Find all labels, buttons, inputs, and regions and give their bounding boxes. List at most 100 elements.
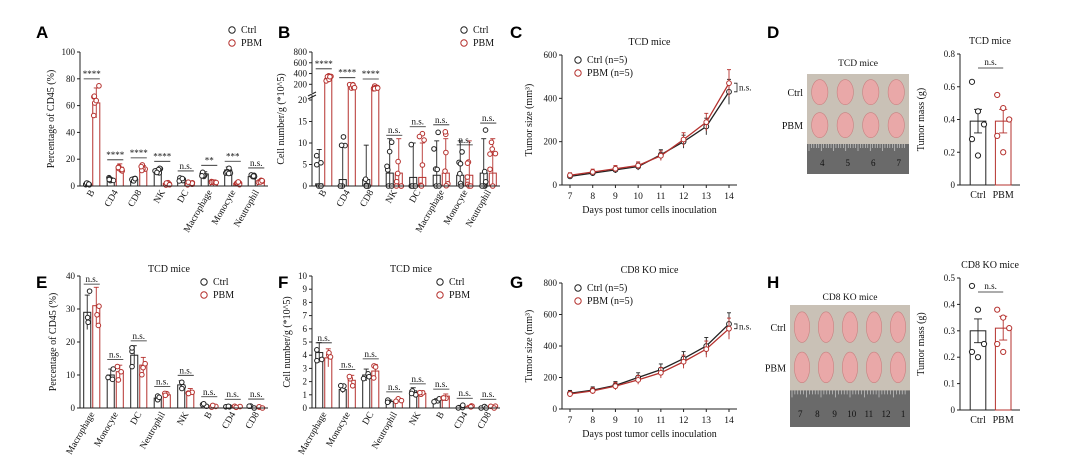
data-point	[974, 152, 982, 159]
significance-label: n.s.	[156, 376, 169, 386]
legend-marker	[574, 297, 582, 305]
chart-title: TCD mice	[148, 264, 190, 275]
chart-title: CD8 KO mice	[961, 260, 1019, 271]
data-point	[443, 149, 449, 156]
tumor-sample	[836, 112, 854, 138]
y-tick-label: 60	[66, 101, 76, 111]
data-point	[589, 169, 596, 175]
y-axis-label: Tumor mass (g)	[916, 312, 927, 376]
data-point	[139, 371, 145, 378]
data-point	[114, 363, 121, 370]
x-tick-label: CD8	[476, 410, 494, 431]
y-tick-label: 40	[66, 271, 76, 281]
y-axis-label: Percentage of CD45 (%)	[48, 293, 59, 392]
data-point	[106, 176, 113, 183]
x-tick-label: 11	[656, 192, 665, 202]
data-point	[974, 306, 982, 313]
x-tick-label: 10	[633, 192, 643, 202]
x-tick-label: DC	[129, 411, 144, 427]
significance-label: ***	[226, 151, 240, 161]
data-point	[1000, 149, 1007, 156]
significance-label: n.s.	[482, 389, 495, 399]
data-point	[138, 163, 144, 170]
y-axis-label: Percentage of CD45 (%)	[46, 70, 57, 169]
data-point	[464, 174, 471, 180]
tumor-sample	[811, 79, 829, 105]
y-tick-label: 400	[544, 93, 558, 103]
panel-label-f: F	[278, 273, 288, 292]
panel-label-d: D	[767, 23, 779, 42]
data-point	[115, 164, 122, 171]
x-axis-label: Days post tumor cells inoculation	[582, 429, 716, 440]
significance-label: n.s.	[388, 382, 401, 392]
y-tick-label: 0	[951, 405, 956, 415]
data-point	[1006, 116, 1013, 123]
y-tick-label: 600	[294, 58, 308, 68]
x-tick-label: DC	[361, 411, 376, 427]
y-tick-label: 200	[544, 137, 558, 147]
x-tick-label: PBM	[993, 415, 1014, 426]
y-tick-label: 8	[303, 297, 308, 307]
data-point	[179, 385, 185, 392]
data-point	[250, 173, 257, 179]
axis-break	[307, 91, 317, 100]
chart-title: TCD mice	[390, 264, 432, 275]
data-point	[994, 91, 1001, 99]
significance-label: n.s.	[984, 57, 997, 67]
x-tick-label: 13	[702, 192, 712, 202]
ruler-number: 6	[871, 158, 876, 168]
data-point	[384, 163, 390, 170]
data-point	[417, 389, 423, 396]
data-point	[657, 369, 664, 376]
x-tick-label: NK	[408, 410, 424, 427]
data-point	[481, 168, 488, 175]
y-tick-label: 80	[66, 74, 76, 84]
y-axis-label: Tumor mass (g)	[916, 88, 927, 152]
ruler-number: 4	[820, 158, 825, 168]
data-point	[567, 391, 573, 397]
significance-label: n.s.	[250, 158, 263, 168]
data-point	[213, 179, 220, 186]
y-tick-label: 800	[544, 278, 558, 288]
ruler-number: 10	[847, 409, 857, 419]
data-point	[567, 172, 573, 179]
y-tick-label: 0.1	[944, 379, 955, 389]
y-tick-label: 0.4	[944, 299, 956, 309]
x-tick-label: 14	[724, 416, 734, 426]
tumor-sample	[862, 112, 880, 138]
x-tick-label: 9	[613, 192, 618, 202]
significance-bracket	[734, 323, 738, 330]
x-tick-label: NK	[176, 410, 192, 427]
y-tick-label: 400	[294, 69, 308, 79]
data-point	[225, 170, 232, 177]
data-point	[179, 175, 186, 182]
y-tick-label: 800	[294, 47, 308, 57]
data-point	[434, 166, 441, 173]
data-point	[225, 403, 232, 410]
data-point	[398, 397, 405, 404]
x-tick-label: 12	[679, 416, 689, 426]
x-tick-label: CD8	[359, 188, 377, 209]
data-point	[93, 97, 100, 104]
legend-marker	[228, 39, 236, 47]
x-tick-label: 14	[724, 192, 734, 202]
data-point	[318, 356, 325, 363]
data-point	[96, 83, 102, 89]
photo-row-label: PBM	[782, 121, 803, 132]
y-tick-label: 0.5	[944, 273, 956, 283]
significance-label: n.s.	[388, 125, 401, 135]
x-tick-label: CD8	[244, 410, 262, 431]
tumor-sample	[794, 311, 810, 343]
data-point	[635, 376, 642, 383]
data-point	[457, 170, 463, 177]
legend-marker	[200, 278, 208, 286]
y-tick-label: 20	[298, 95, 308, 105]
data-point	[95, 322, 102, 329]
y-tick-label: 10	[298, 138, 308, 148]
legend-marker	[460, 39, 468, 47]
y-tick-label: 600	[544, 310, 558, 320]
ruler-number: 7	[897, 158, 902, 168]
legend-label: Ctrl (n=5)	[587, 283, 627, 294]
legend-label: PBM	[213, 290, 234, 301]
tumor-sample	[862, 79, 880, 105]
